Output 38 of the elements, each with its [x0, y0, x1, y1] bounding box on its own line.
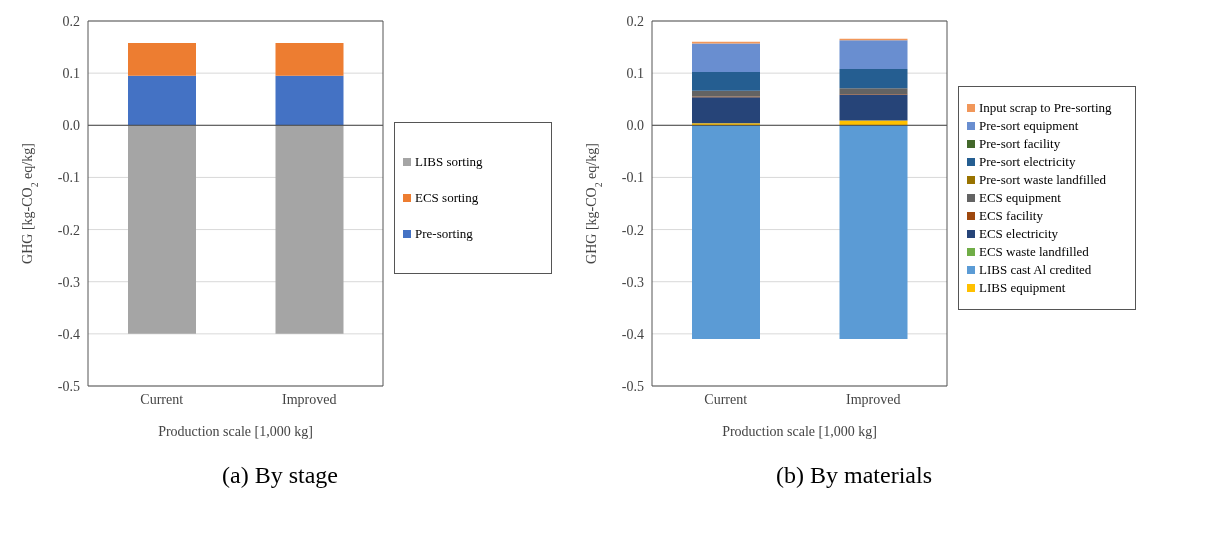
- x-tick-label: Improved: [846, 391, 901, 407]
- legend-label: LIBS sorting: [415, 154, 483, 169]
- x-axis-title: Production scale [1,000 kg]: [722, 424, 877, 439]
- y-tick-label: -0.1: [57, 170, 80, 186]
- legend-label: LIBS equipment: [979, 280, 1066, 295]
- legend-label: ECS equipment: [979, 190, 1061, 205]
- legend-label: ECS sorting: [415, 190, 479, 205]
- legend-label: Pre-sort equipment: [979, 118, 1079, 133]
- y-tick-label: -0.1: [621, 170, 644, 186]
- y-tick-label: 0.2: [62, 13, 80, 29]
- y-tick-label: 0.2: [626, 13, 644, 29]
- legend-label: LIBS cast Al credited: [979, 262, 1092, 277]
- legend-label: Pre-sort facility: [979, 136, 1061, 151]
- x-axis-title: Production scale [1,000 kg]: [158, 424, 313, 439]
- y-tick-label: 0.1: [626, 66, 644, 82]
- x-tick-label: Current: [140, 391, 184, 407]
- y-tick-label: -0.2: [621, 222, 644, 238]
- y-tick-label: -0.3: [57, 274, 80, 290]
- x-tick-label: Improved: [282, 391, 337, 407]
- y-tick-label: 0.1: [62, 66, 80, 82]
- legend-label: Pre-sorting: [415, 226, 473, 241]
- y-tick-label: -0.5: [621, 378, 644, 394]
- text: (a) By stage: [222, 462, 338, 489]
- legend-label: Pre-sort electricity: [979, 154, 1076, 169]
- y-tick-label: -0.3: [621, 274, 644, 290]
- y-tick-label: -0.5: [57, 378, 80, 394]
- legend-label: ECS waste landfilled: [979, 244, 1089, 259]
- x-tick-label: Current: [704, 391, 748, 407]
- legend-label: Pre-sort waste landfilled: [979, 172, 1107, 187]
- y-tick-label: 0.0: [62, 118, 80, 134]
- legend-label: Input scrap to Pre-sorting: [979, 100, 1112, 115]
- legend-label: ECS facility: [979, 208, 1043, 223]
- y-tick-label: -0.4: [621, 326, 644, 342]
- y-tick-label: -0.2: [57, 222, 80, 238]
- legend-label: ECS electricity: [979, 226, 1059, 241]
- y-tick-label: -0.4: [57, 326, 80, 342]
- y-tick-label: 0.0: [626, 118, 644, 134]
- text: (b) By materials: [776, 462, 932, 489]
